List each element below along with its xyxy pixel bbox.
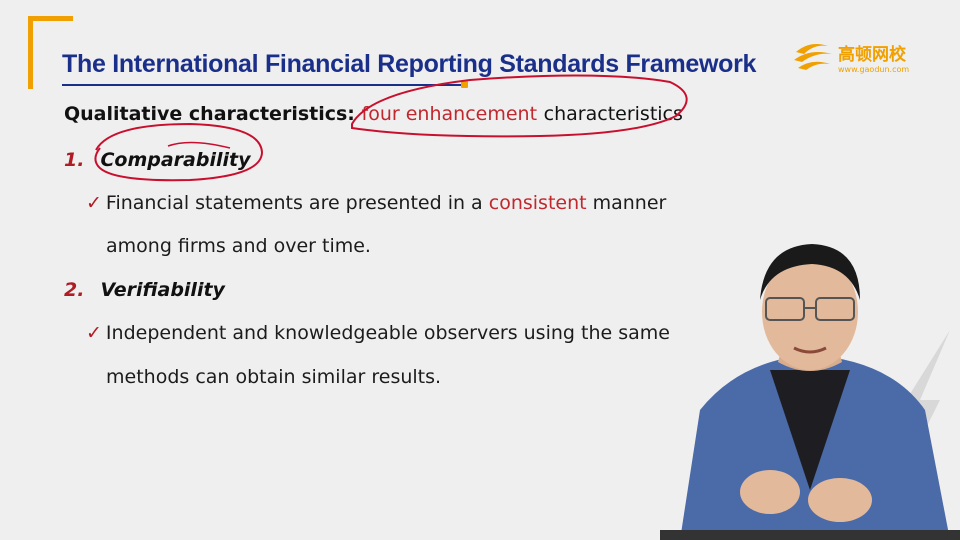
check-icon: ✓ xyxy=(86,192,102,214)
item-1-heading: 1. Comparability xyxy=(64,149,250,171)
item-1-title: Comparability xyxy=(100,149,251,171)
item-1-line-1: ✓ Financial statements are presented in a… xyxy=(86,192,666,214)
item-2-heading: 2. Verifiability xyxy=(64,279,225,301)
item-2-line-1: ✓ Independent and knowledgeable observers… xyxy=(86,322,670,344)
gaodun-logo-icon xyxy=(794,44,832,70)
item-1-text-b: manner xyxy=(586,192,667,214)
item-1-text-a: Financial statements are presented in a xyxy=(105,192,489,214)
item-1-line-2: among firms and over time. xyxy=(106,235,371,257)
presenter-video xyxy=(660,244,960,540)
item-2-text: Independent and knowledgeable observers … xyxy=(105,322,670,344)
item-2-title: Verifiability xyxy=(100,279,225,301)
gaodun-logo: 高顿网校 www.gaodun.com xyxy=(792,38,932,82)
title-bracket-decoration xyxy=(28,16,73,89)
item-2-line-2: methods can obtain similar results. xyxy=(106,366,442,388)
logo-url: www.gaodun.com xyxy=(838,65,910,74)
logo-name: 高顿网校 xyxy=(838,45,906,65)
title-underline-dot xyxy=(461,81,468,88)
qualitative-heading: Qualitative characteristics: four enhanc… xyxy=(64,103,683,125)
check-icon: ✓ xyxy=(86,322,102,344)
item-1-emphasis: consistent xyxy=(488,192,587,214)
item-2-number: 2. xyxy=(64,279,85,301)
heading-label: Qualitative characteristics: xyxy=(64,103,355,125)
title-underline xyxy=(62,84,466,86)
item-1-number: 1. xyxy=(64,149,85,171)
heading-suffix: characteristics xyxy=(543,103,683,125)
annotation-link xyxy=(167,141,231,149)
slide-title: The International Financial Reporting St… xyxy=(62,50,757,78)
heading-emphasis: four enhancement xyxy=(361,103,538,125)
